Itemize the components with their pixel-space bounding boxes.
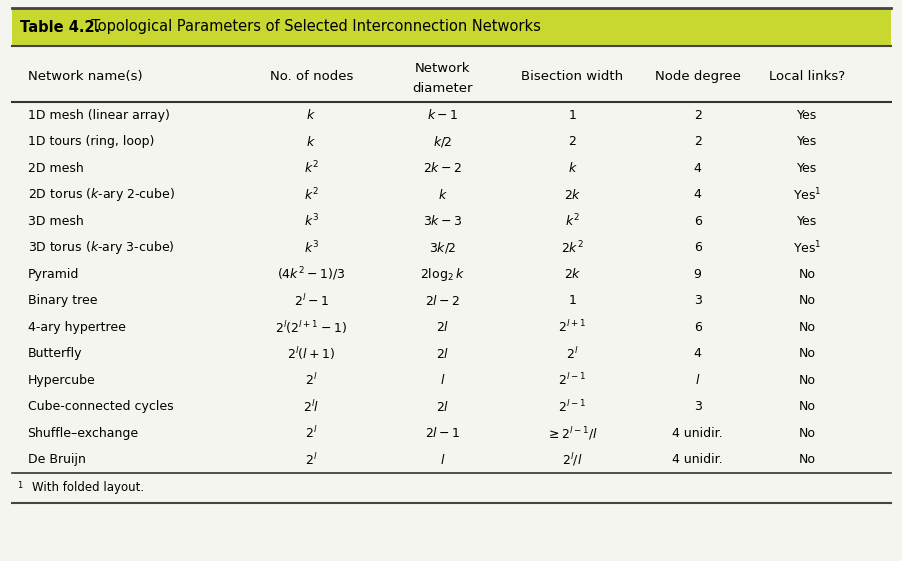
Text: $3k/2$: $3k/2$ xyxy=(428,240,456,255)
Text: $k-1$: $k-1$ xyxy=(427,108,458,122)
Text: $2l-1$: $2l-1$ xyxy=(425,426,460,440)
Text: 4-ary hypertree: 4-ary hypertree xyxy=(28,321,125,334)
Text: $(4k^{2}-1)/3$: $(4k^{2}-1)/3$ xyxy=(277,265,345,283)
Text: Network name(s): Network name(s) xyxy=(28,70,142,82)
Text: Cube-connected cycles: Cube-connected cycles xyxy=(28,400,173,413)
Text: Hypercube: Hypercube xyxy=(28,374,96,387)
Text: $k^{3}$: $k^{3}$ xyxy=(303,213,318,229)
Text: Node degree: Node degree xyxy=(654,70,740,82)
Text: Yes: Yes xyxy=(796,109,816,122)
Text: Pyramid: Pyramid xyxy=(28,268,78,280)
Text: $k$: $k$ xyxy=(306,108,316,122)
Text: No: No xyxy=(798,268,815,280)
Text: Yes$^{1}$: Yes$^{1}$ xyxy=(792,186,821,203)
Text: Yes$^{1}$: Yes$^{1}$ xyxy=(792,240,821,256)
Text: No: No xyxy=(798,453,815,466)
Text: 4: 4 xyxy=(693,347,701,360)
Text: $2k-2$: $2k-2$ xyxy=(423,161,462,175)
Text: 3: 3 xyxy=(693,295,701,307)
Text: 2D torus ($k$-ary 2-cube): 2D torus ($k$-ary 2-cube) xyxy=(28,186,174,203)
Text: De Bruijn: De Bruijn xyxy=(28,453,86,466)
Text: $k$: $k$ xyxy=(437,188,447,202)
Text: No: No xyxy=(798,400,815,413)
Text: 1D tours (ring, loop): 1D tours (ring, loop) xyxy=(28,135,153,148)
Text: $2^{l}(2^{l+1}-1)$: $2^{l}(2^{l+1}-1)$ xyxy=(275,319,347,335)
Text: 4 unidir.: 4 unidir. xyxy=(672,427,723,440)
Text: No: No xyxy=(798,295,815,307)
Text: Local links?: Local links? xyxy=(769,70,844,82)
Text: $\geq 2^{l-1}/l$: $\geq 2^{l-1}/l$ xyxy=(546,425,598,442)
Text: $k^{3}$: $k^{3}$ xyxy=(303,240,318,256)
Text: $2^{l}$: $2^{l}$ xyxy=(566,346,578,362)
Text: With folded layout.: With folded layout. xyxy=(32,481,144,494)
Text: 3D mesh: 3D mesh xyxy=(28,215,83,228)
Text: $2^{l}/l$: $2^{l}/l$ xyxy=(562,451,582,468)
Text: 4 unidir.: 4 unidir. xyxy=(672,453,723,466)
Text: $2^{l}$: $2^{l}$ xyxy=(305,425,318,441)
Text: Butterfly: Butterfly xyxy=(28,347,82,360)
Text: $2l$: $2l$ xyxy=(436,347,449,361)
Text: 1: 1 xyxy=(567,109,575,122)
Text: $2^{l}(l+1)$: $2^{l}(l+1)$ xyxy=(287,346,335,362)
Text: $2^{l}$: $2^{l}$ xyxy=(305,373,318,388)
Text: diameter: diameter xyxy=(412,82,473,95)
Text: No: No xyxy=(798,321,815,334)
Text: $l$: $l$ xyxy=(439,373,445,387)
Text: $2^{l}$: $2^{l}$ xyxy=(305,452,318,468)
Text: 6: 6 xyxy=(693,241,701,254)
Text: 9: 9 xyxy=(693,268,701,280)
Text: 4: 4 xyxy=(693,162,701,174)
Text: Yes: Yes xyxy=(796,135,816,148)
Text: 4: 4 xyxy=(693,188,701,201)
Text: $2\log_2 k$: $2\log_2 k$ xyxy=(419,266,465,283)
Text: Table 4.2.: Table 4.2. xyxy=(20,20,100,34)
Text: Network: Network xyxy=(415,62,470,75)
Text: $k$: $k$ xyxy=(566,161,576,175)
Text: $k$: $k$ xyxy=(306,135,316,149)
Text: $2l$: $2l$ xyxy=(436,320,449,334)
Text: 2: 2 xyxy=(693,135,701,148)
Text: $2^{l-1}$: $2^{l-1}$ xyxy=(557,373,585,388)
Text: $2l-2$: $2l-2$ xyxy=(425,294,460,308)
Text: $2l$: $2l$ xyxy=(436,400,449,414)
Text: No. of nodes: No. of nodes xyxy=(270,70,353,82)
Text: $k^{2}$: $k^{2}$ xyxy=(565,213,579,229)
Text: 2: 2 xyxy=(567,135,575,148)
Text: 1: 1 xyxy=(567,295,575,307)
Text: $k^{2}$: $k^{2}$ xyxy=(304,160,318,177)
Text: 3D torus ($k$-ary 3-cube): 3D torus ($k$-ary 3-cube) xyxy=(28,239,174,256)
Text: Yes: Yes xyxy=(796,162,816,174)
Text: Topological Parameters of Selected Interconnection Networks: Topological Parameters of Selected Inter… xyxy=(82,20,540,34)
Text: $2^{l}l$: $2^{l}l$ xyxy=(303,399,319,415)
Text: Yes: Yes xyxy=(796,215,816,228)
Text: $l$: $l$ xyxy=(439,453,445,467)
Text: $k/2$: $k/2$ xyxy=(432,134,452,149)
Text: 1D mesh (linear array): 1D mesh (linear array) xyxy=(28,109,170,122)
Text: $2k^{2}$: $2k^{2}$ xyxy=(560,240,583,256)
Text: $2^{l}-1$: $2^{l}-1$ xyxy=(293,293,328,309)
Text: No: No xyxy=(798,347,815,360)
Text: $2^{l-1}$: $2^{l-1}$ xyxy=(557,399,585,415)
Text: $2^{l+1}$: $2^{l+1}$ xyxy=(557,319,585,335)
Text: Binary tree: Binary tree xyxy=(28,295,97,307)
Text: $k^{2}$: $k^{2}$ xyxy=(304,186,318,203)
Text: $3k-3$: $3k-3$ xyxy=(422,214,462,228)
Text: No: No xyxy=(798,427,815,440)
Text: 2D mesh: 2D mesh xyxy=(28,162,83,174)
Text: 2: 2 xyxy=(693,109,701,122)
Text: Bisection width: Bisection width xyxy=(520,70,622,82)
Text: $l$: $l$ xyxy=(695,373,700,387)
Bar xyxy=(12,8,890,46)
Text: Shuffle–exchange: Shuffle–exchange xyxy=(28,427,139,440)
Text: 3: 3 xyxy=(693,400,701,413)
Text: 6: 6 xyxy=(693,321,701,334)
Text: $^{1}$: $^{1}$ xyxy=(17,481,23,494)
Text: 6: 6 xyxy=(693,215,701,228)
Text: $2k$: $2k$ xyxy=(563,267,581,281)
Text: $2k$: $2k$ xyxy=(563,188,581,202)
Text: No: No xyxy=(798,374,815,387)
